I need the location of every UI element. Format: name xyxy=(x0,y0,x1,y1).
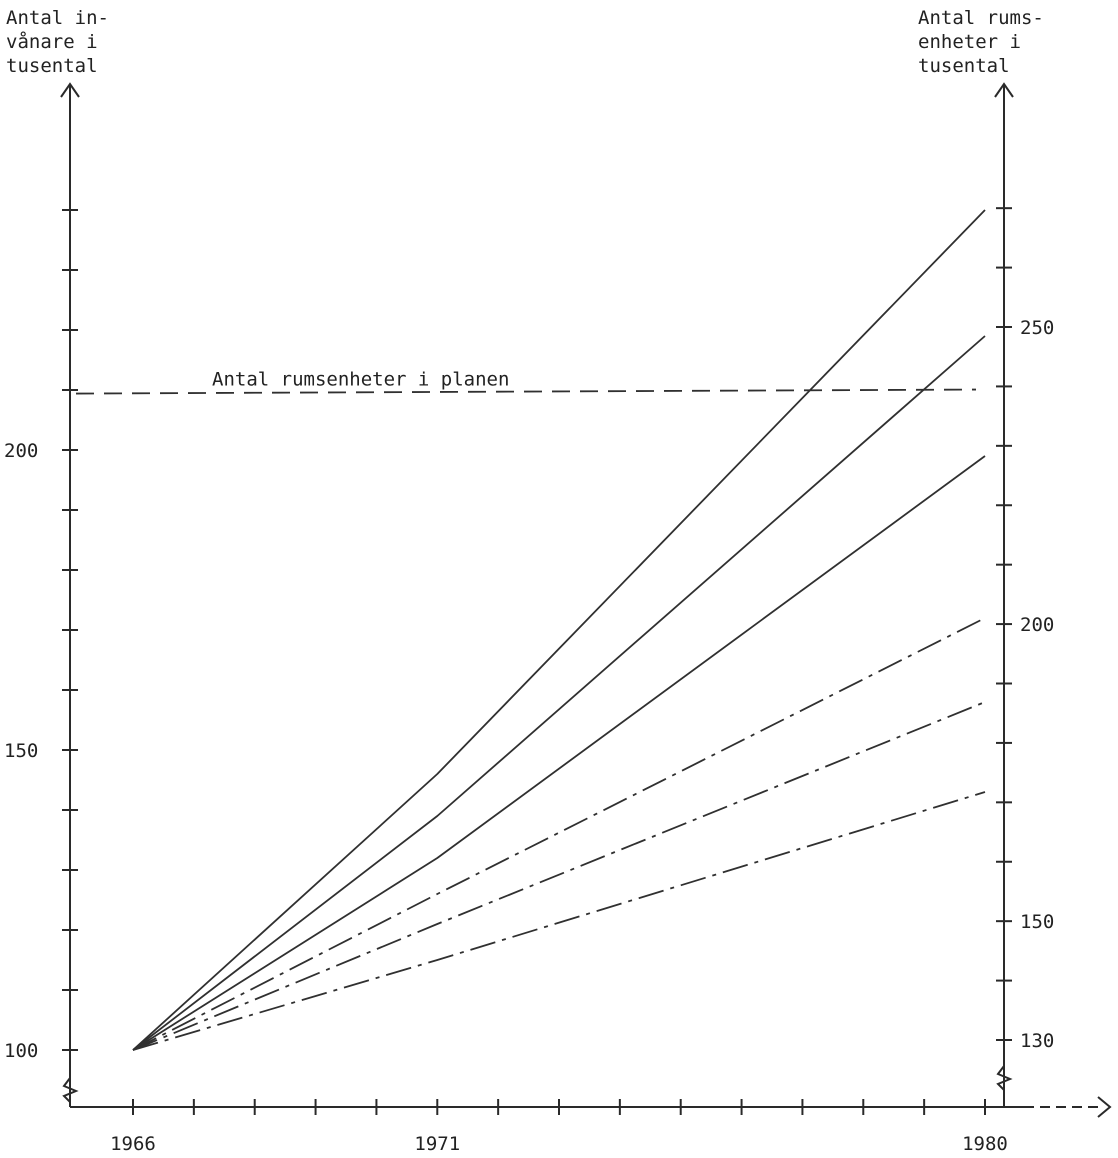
x-tick-label: 1966 xyxy=(110,1133,156,1155)
left-y-tick-label: 200 xyxy=(4,440,38,462)
series-line-5 xyxy=(132,701,986,1051)
x-axis-arrow xyxy=(1097,1096,1112,1118)
planned-capacity-label: Antal rumsenheter i planen xyxy=(212,369,509,391)
x-tick-label: 1980 xyxy=(962,1133,1008,1155)
left-y-axis-arrow xyxy=(60,82,80,98)
series-line-2 xyxy=(132,335,986,1051)
x-tick-label: 1971 xyxy=(414,1133,460,1155)
right-y-tick-label: 250 xyxy=(1020,317,1054,339)
left-y-tick-label: 150 xyxy=(4,740,38,762)
right-y-tick-label: 200 xyxy=(1020,614,1054,636)
left-y-axis-line xyxy=(62,84,79,1107)
left-y-tick-label: 100 xyxy=(4,1040,38,1062)
right-y-tick-label: 130 xyxy=(1020,1030,1054,1052)
tick-layer: 1966 1971 1980 100 150 200 130 150 200 250 xyxy=(4,207,1054,1155)
series-line-6 xyxy=(132,791,986,1051)
right-y-axis-arrow xyxy=(994,82,1014,98)
series-layer xyxy=(132,209,986,1051)
left-axis-title: Antal in- vånare i tusental xyxy=(6,7,109,77)
series-line-3 xyxy=(132,455,986,1051)
planned-capacity-line xyxy=(75,388,977,395)
right-y-axis-line xyxy=(996,84,1013,1107)
right-axis-title: Antal rums- enheter i tusental xyxy=(918,7,1044,77)
series-line-1 xyxy=(132,209,986,1051)
right-y-tick-label: 150 xyxy=(1020,911,1054,933)
series-line-4 xyxy=(132,617,986,1051)
axes xyxy=(60,82,1112,1118)
annotation-layer: Antal rumsenheter i planen xyxy=(75,369,977,395)
